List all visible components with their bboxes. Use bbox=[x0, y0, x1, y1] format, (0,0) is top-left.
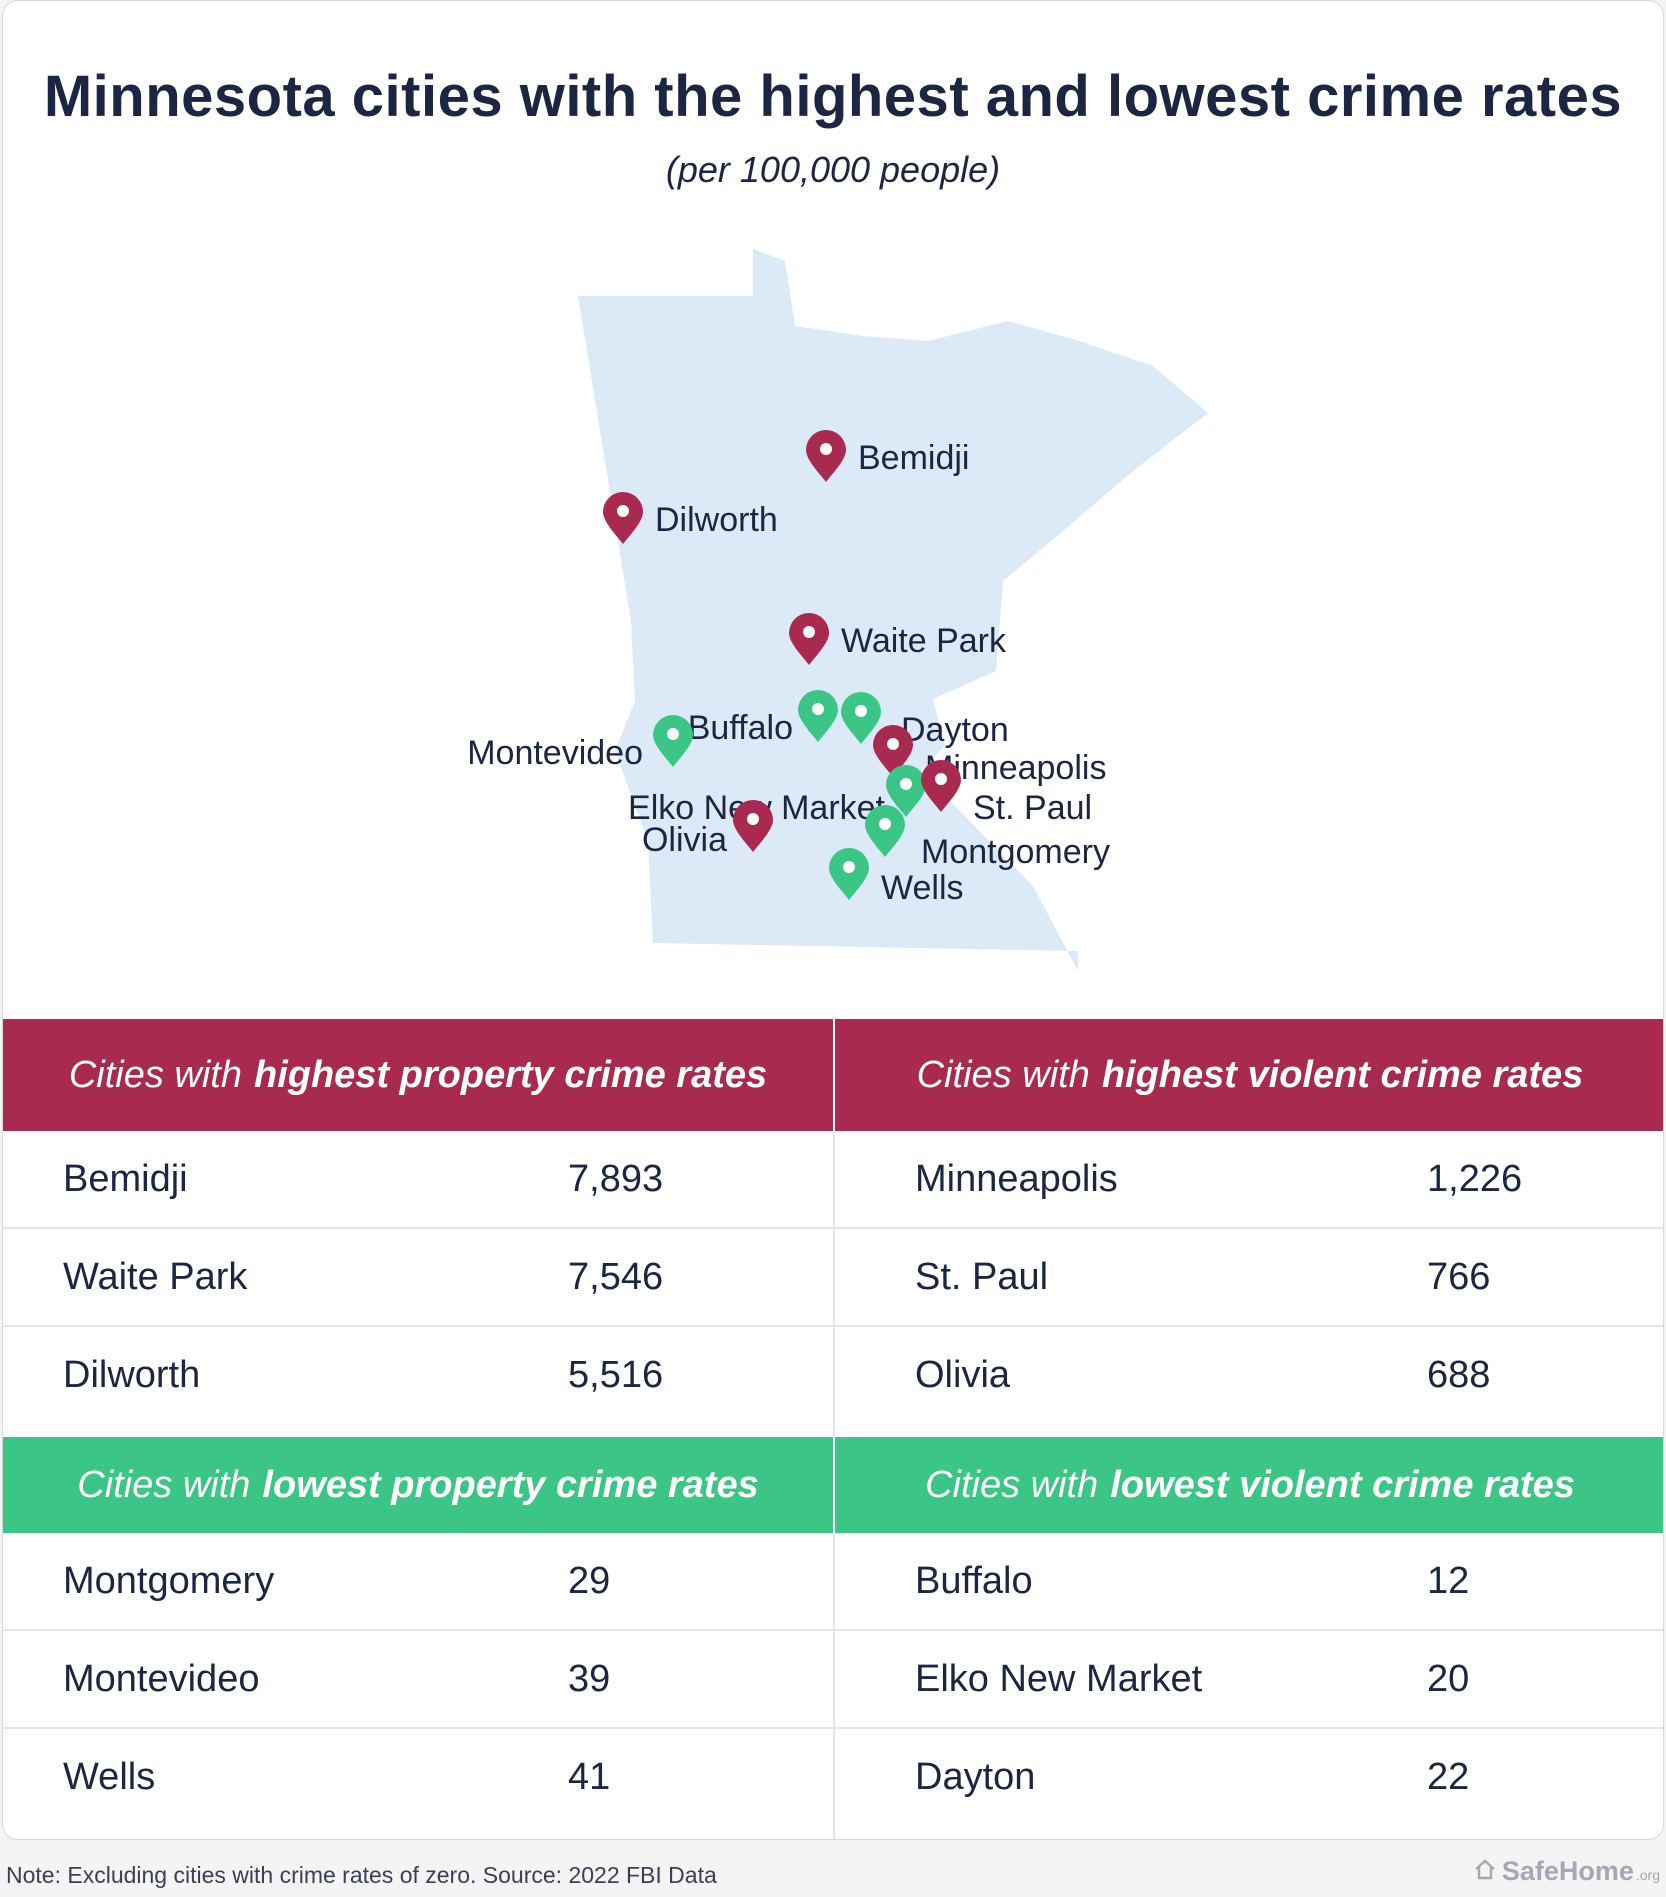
header-highest-property: Cities with highest property crime rates bbox=[3, 1019, 833, 1131]
pin-center-dot bbox=[887, 738, 899, 750]
city-name: St. Paul bbox=[915, 1256, 1049, 1298]
header-lowest-property: Cities with lowest property crime rates bbox=[3, 1437, 833, 1533]
city-name: Montgomery bbox=[63, 1560, 275, 1602]
map-pin-icon bbox=[806, 430, 846, 482]
map-pin-icon bbox=[829, 848, 869, 900]
header-emphasis: lowest violent crime rates bbox=[1110, 1463, 1575, 1506]
marker-layer: Bemidji Dilworth Waite Park Buffalo Dayton Mo… bbox=[467, 430, 1110, 907]
city-name: Minneapolis bbox=[915, 1158, 1118, 1200]
map-pin-icon bbox=[873, 725, 913, 777]
header-prefix: Cities with bbox=[77, 1463, 251, 1506]
source-note: Note: Excluding cities with crime rates … bbox=[6, 1862, 717, 1888]
map-city-label: Wells bbox=[881, 869, 964, 907]
page-subtitle: (per 100,000 people) bbox=[665, 149, 1001, 190]
crime-rate-value: 688 bbox=[1427, 1354, 1491, 1396]
pin-center-dot bbox=[617, 505, 629, 517]
pin-center-dot bbox=[855, 705, 867, 717]
map-pin-icon bbox=[653, 715, 693, 767]
map-city-label: St. Paul bbox=[973, 789, 1092, 827]
crime-rate-value: 29 bbox=[568, 1560, 611, 1602]
pin-center-dot bbox=[879, 818, 891, 830]
map-pin-icon bbox=[798, 690, 838, 742]
map-marker-montgomery: Montgomery bbox=[865, 805, 1110, 871]
header-emphasis: lowest property crime rates bbox=[262, 1463, 759, 1506]
city-name: Wells bbox=[63, 1756, 156, 1798]
column-divider bbox=[833, 1131, 835, 1437]
crime-rate-value: 5,516 bbox=[568, 1354, 664, 1396]
table-row: Wells 41 Dayton 22 bbox=[3, 1729, 1663, 1825]
header-prefix: Cities with bbox=[68, 1053, 242, 1096]
infographic-card: Minnesota cities with the highest and lo… bbox=[2, 0, 1664, 1840]
map-city-label: Bemidji bbox=[858, 439, 969, 477]
crime-rate-value: 39 bbox=[568, 1658, 611, 1700]
map-city-label: Buffalo bbox=[688, 709, 793, 747]
minnesota-map: Bemidji Dilworth Waite Park Buffalo Dayton Mo… bbox=[467, 249, 1208, 971]
pin-center-dot bbox=[812, 703, 824, 715]
city-name: Olivia bbox=[915, 1354, 1011, 1396]
header-prefix: Cities with bbox=[916, 1053, 1090, 1096]
map-pin-icon bbox=[733, 800, 773, 852]
map-city-label: Dayton bbox=[901, 711, 1009, 749]
map-marker-dilworth: Dilworth bbox=[603, 492, 778, 544]
map-marker-waite-park: Waite Park bbox=[789, 613, 1007, 665]
crime-rate-value: 7,893 bbox=[568, 1158, 664, 1200]
crime-rate-value: 20 bbox=[1427, 1658, 1470, 1700]
brand-suffix: .org bbox=[1635, 1867, 1660, 1883]
city-name: Waite Park bbox=[63, 1256, 248, 1298]
house-icon bbox=[1474, 1856, 1496, 1887]
crime-rate-value: 41 bbox=[568, 1756, 611, 1798]
pin-center-dot bbox=[843, 861, 855, 873]
header-highest-violent: Cities with highest violent crime rates bbox=[835, 1019, 1663, 1131]
city-name: Dayton bbox=[915, 1756, 1036, 1798]
crime-rate-value: 1,226 bbox=[1427, 1158, 1523, 1200]
map-marker-bemidji: Bemidji bbox=[806, 430, 969, 482]
map-pin-icon bbox=[865, 805, 905, 857]
map-city-label: Dilworth bbox=[655, 501, 778, 539]
map-marker-st-paul: St. Paul bbox=[921, 760, 1092, 827]
pin-center-dot bbox=[900, 778, 912, 790]
column-divider bbox=[833, 1437, 835, 1533]
header-prefix: Cities with bbox=[925, 1463, 1099, 1506]
brand-logo: SafeHome .org bbox=[1474, 1856, 1660, 1887]
map-city-label: Olivia bbox=[642, 821, 727, 859]
pin-center-dot bbox=[820, 443, 832, 455]
pin-center-dot bbox=[747, 813, 759, 825]
minnesota-state-shape bbox=[578, 249, 1208, 971]
pin-center-dot bbox=[935, 773, 947, 785]
map-pin-icon bbox=[789, 613, 829, 665]
map-marker-montevideo: Montevideo bbox=[467, 715, 693, 772]
column-divider bbox=[833, 1533, 835, 1839]
city-name: Elko New Market bbox=[915, 1658, 1203, 1700]
map-marker-wells: Wells bbox=[829, 848, 964, 907]
brand-name: SafeHome bbox=[1501, 1856, 1634, 1886]
map-city-label: Waite Park bbox=[841, 622, 1007, 660]
map-pin-icon bbox=[886, 765, 926, 817]
crime-rate-value: 766 bbox=[1427, 1256, 1491, 1298]
city-name: Dilworth bbox=[63, 1354, 201, 1396]
map-marker-olivia: Olivia bbox=[642, 800, 773, 859]
map-city-label: Montgomery bbox=[921, 833, 1110, 871]
table-row: Montevideo 39 Elko New Market 20 bbox=[3, 1631, 1663, 1729]
city-name: Bemidji bbox=[63, 1158, 188, 1200]
crime-rate-value: 12 bbox=[1427, 1560, 1470, 1602]
pin-center-dot bbox=[803, 626, 815, 638]
map-marker-buffalo: Buffalo bbox=[688, 690, 838, 747]
map-pin-icon bbox=[603, 492, 643, 544]
city-name: Montevideo bbox=[63, 1658, 260, 1700]
crime-rate-value: 7,546 bbox=[568, 1256, 664, 1298]
map-pin-icon bbox=[921, 760, 961, 812]
map-marker-dayton: Dayton bbox=[841, 692, 1009, 749]
header-lowest-violent: Cities with lowest violent crime rates bbox=[835, 1437, 1663, 1533]
map-city-label: Montevideo bbox=[467, 734, 643, 772]
pin-center-dot bbox=[667, 728, 679, 740]
page-title: Minnesota cities with the highest and lo… bbox=[43, 64, 1623, 129]
header-emphasis: highest property crime rates bbox=[253, 1053, 768, 1096]
city-name: Buffalo bbox=[915, 1560, 1033, 1602]
crime-rate-value: 22 bbox=[1427, 1756, 1470, 1798]
table-row: Dilworth 5,516 Olivia 688 bbox=[3, 1327, 1663, 1423]
header-emphasis: highest violent crime rates bbox=[1101, 1053, 1584, 1096]
map-pin-icon bbox=[841, 692, 881, 744]
